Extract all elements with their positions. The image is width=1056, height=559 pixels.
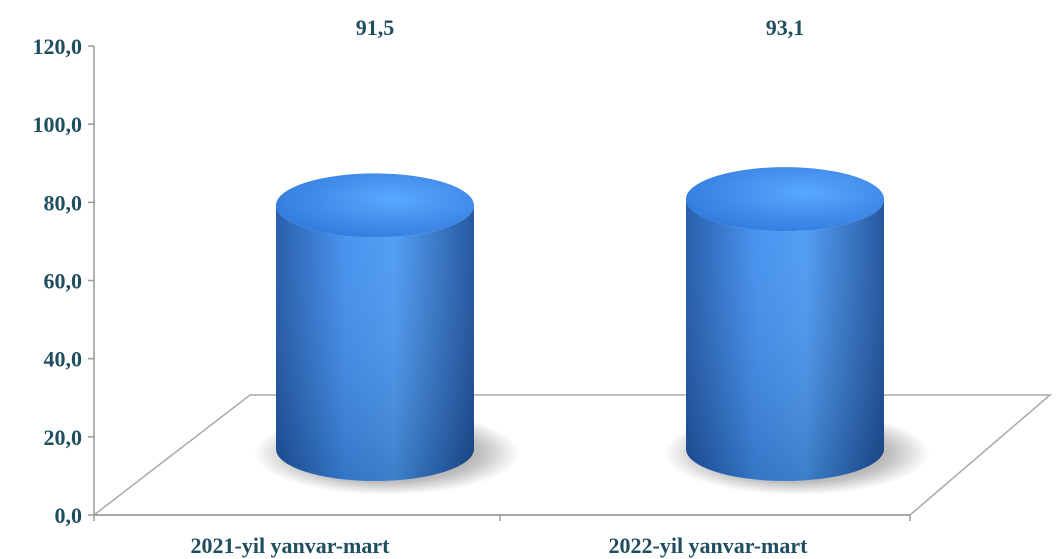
y-ticks: 0,0 20,0 40,0 60,0 80,0 100,0 120,0 <box>33 34 94 528</box>
bar-1 <box>254 173 520 495</box>
bars <box>254 167 930 495</box>
y-tick-label: 20,0 <box>44 425 83 450</box>
category-label: 2021-yil yanvar-mart <box>191 533 391 558</box>
y-tick-label: 60,0 <box>44 269 83 294</box>
bar-2 <box>664 167 930 495</box>
data-label: 93,1 <box>766 15 805 40</box>
bar-top <box>276 173 474 238</box>
bar-top <box>686 167 884 232</box>
y-tick-label: 80,0 <box>44 190 83 215</box>
y-tick-label: 120,0 <box>33 34 83 59</box>
y-tick-label: 100,0 <box>33 112 83 137</box>
data-label: 91,5 <box>356 15 395 40</box>
bar-body-shade <box>276 205 474 481</box>
y-tick-label: 40,0 <box>44 347 83 372</box>
category-label: 2022-yil yanvar-mart <box>609 533 809 558</box>
bar-body-shade <box>686 199 884 481</box>
labels: 91,5 2021-yil yanvar-mart 93,1 2022-yil yan… <box>191 15 809 558</box>
y-tick-label: 0,0 <box>55 503 83 528</box>
x-ticks <box>93 515 911 521</box>
